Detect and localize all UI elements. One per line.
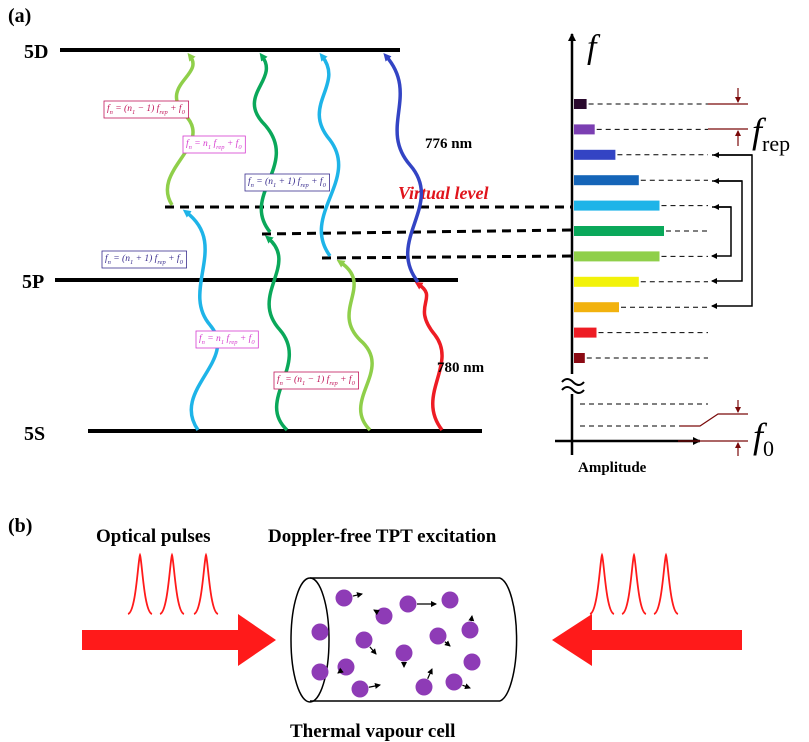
- atom: [441, 591, 459, 609]
- svg-text:fn = (n1 + 1) frep + f0: fn = (n1 + 1) frep + f0: [105, 253, 184, 266]
- atom: [311, 623, 329, 641]
- svg-text:fn = (n1 − 1) frep + f0: fn = (n1 − 1) frep + f0: [107, 103, 186, 116]
- comb-tooth: [574, 353, 585, 363]
- vapour-cell: [290, 577, 518, 703]
- pairing-brackets: [711, 152, 753, 309]
- atom: [395, 644, 413, 668]
- atoms: [311, 589, 481, 698]
- cell-label: Thermal vapour cell: [290, 721, 455, 742]
- atom: [337, 658, 355, 676]
- virtual-level-label: Virtual level: [398, 183, 489, 203]
- wavelength-776-label: 776 nm: [425, 136, 473, 152]
- transition-arrow-cyan-upper: [317, 52, 341, 258]
- formula-boxes: fn = (n1 − 1) frep + f0 fn = n1 frep + f0…: [101, 100, 359, 390]
- atom: [373, 607, 393, 625]
- formula-box: fn = (n1 + 1) frep + f0: [101, 250, 187, 269]
- virtual-level-line-3: [321, 254, 573, 260]
- svg-text:fn = n1 frep + f0: fn = n1 frep + f0: [199, 333, 255, 346]
- beam-left-arrow: [82, 614, 276, 666]
- comb-tooth: [574, 175, 639, 186]
- panel-a-label: (a): [8, 5, 31, 27]
- comb-tooth: [574, 251, 660, 262]
- excitation-label: Doppler-free TPT excitation: [268, 526, 497, 547]
- transition-arrow-red-lower: [414, 281, 444, 432]
- level-5s-label: 5S: [24, 423, 45, 445]
- f0-marker: [678, 400, 748, 456]
- svg-text:fn = (n1 − 1) frep + f0: fn = (n1 − 1) frep + f0: [277, 374, 356, 387]
- comb-teeth: [574, 99, 708, 363]
- virtual-level-line-2: [261, 228, 573, 236]
- transition-arrow-lime-upper: [165, 52, 196, 206]
- atom: [463, 653, 481, 671]
- comb-tooth: [574, 200, 660, 211]
- atom: [399, 595, 437, 613]
- formula-box: fn = n1 frep + f0: [195, 330, 259, 349]
- svg-text:fn = (n1 + 1) frep + f0: fn = (n1 + 1) frep + f0: [248, 176, 327, 189]
- formula-box: fn = (n1 − 1) frep + f0: [103, 100, 189, 119]
- amplitude-axis-label: Amplitude: [578, 460, 647, 476]
- beam-right-arrow: [552, 614, 742, 666]
- transition-arrow-cyan-lower: [182, 209, 220, 432]
- pulses-right: [589, 552, 679, 615]
- atom: [445, 673, 471, 691]
- pulses-left: [127, 552, 219, 615]
- level-5p-label: 5P: [22, 271, 44, 293]
- comb-tooth: [574, 276, 639, 287]
- level-5d-label: 5D: [24, 41, 48, 63]
- comb-tooth: [574, 149, 616, 160]
- wavelength-780-label: 780 nm: [437, 360, 485, 376]
- formula-box: fn = n1 frep + f0: [182, 135, 246, 154]
- atom: [311, 663, 329, 681]
- comb-tooth: [574, 302, 619, 313]
- atom: [351, 680, 381, 698]
- formula-box: fn = (n1 + 1) frep + f0: [244, 173, 330, 192]
- frequency-axis-label: f: [587, 29, 601, 66]
- optical-pulses-label: Optical pulses: [96, 526, 211, 547]
- comb-tooth: [574, 327, 597, 338]
- transition-arrow-lime-lower: [336, 259, 374, 432]
- axis-break-icon: [561, 374, 585, 394]
- formula-box: fn = (n1 − 1) frep + f0: [273, 371, 359, 390]
- transition-arrow-green-lower: [264, 235, 292, 432]
- atom: [355, 631, 377, 655]
- comb-tooth: [574, 226, 664, 236]
- panel-b-label: (b): [8, 515, 32, 537]
- comb-tooth: [574, 99, 587, 109]
- comb-tooth: [574, 124, 595, 135]
- transition-arrow-blue-upper: [383, 52, 424, 284]
- atom: [461, 615, 479, 639]
- frep-label: frep: [752, 111, 790, 156]
- transition-arrow-green-upper: [252, 52, 279, 234]
- atom: [429, 627, 451, 647]
- frep-marker: [708, 88, 748, 146]
- atom: [335, 589, 363, 607]
- atom: [415, 668, 433, 696]
- f0-label: f0: [753, 416, 774, 461]
- svg-text:fn = n1 frep + f0: fn = n1 frep + f0: [186, 138, 242, 151]
